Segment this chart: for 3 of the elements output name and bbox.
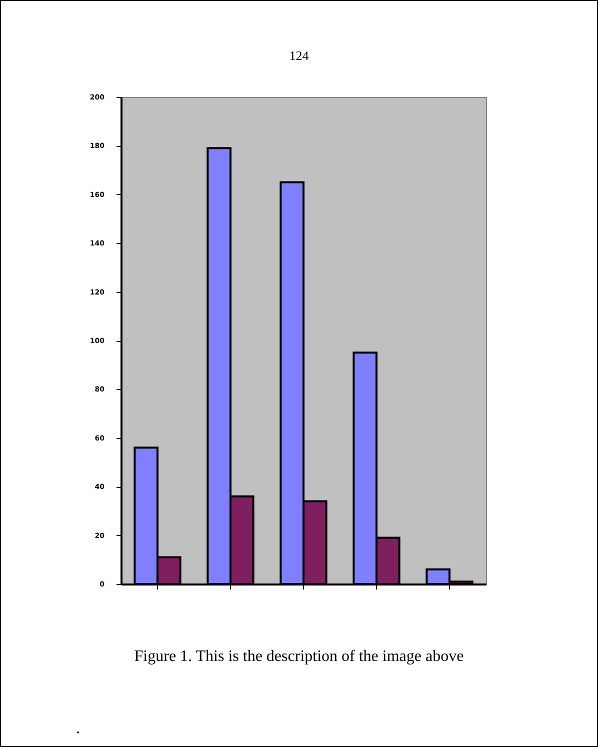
text: . xyxy=(76,720,80,738)
chart-title: 124 xyxy=(288,48,310,64)
caption: Figure 1. This is the description of the image above xyxy=(133,648,465,666)
